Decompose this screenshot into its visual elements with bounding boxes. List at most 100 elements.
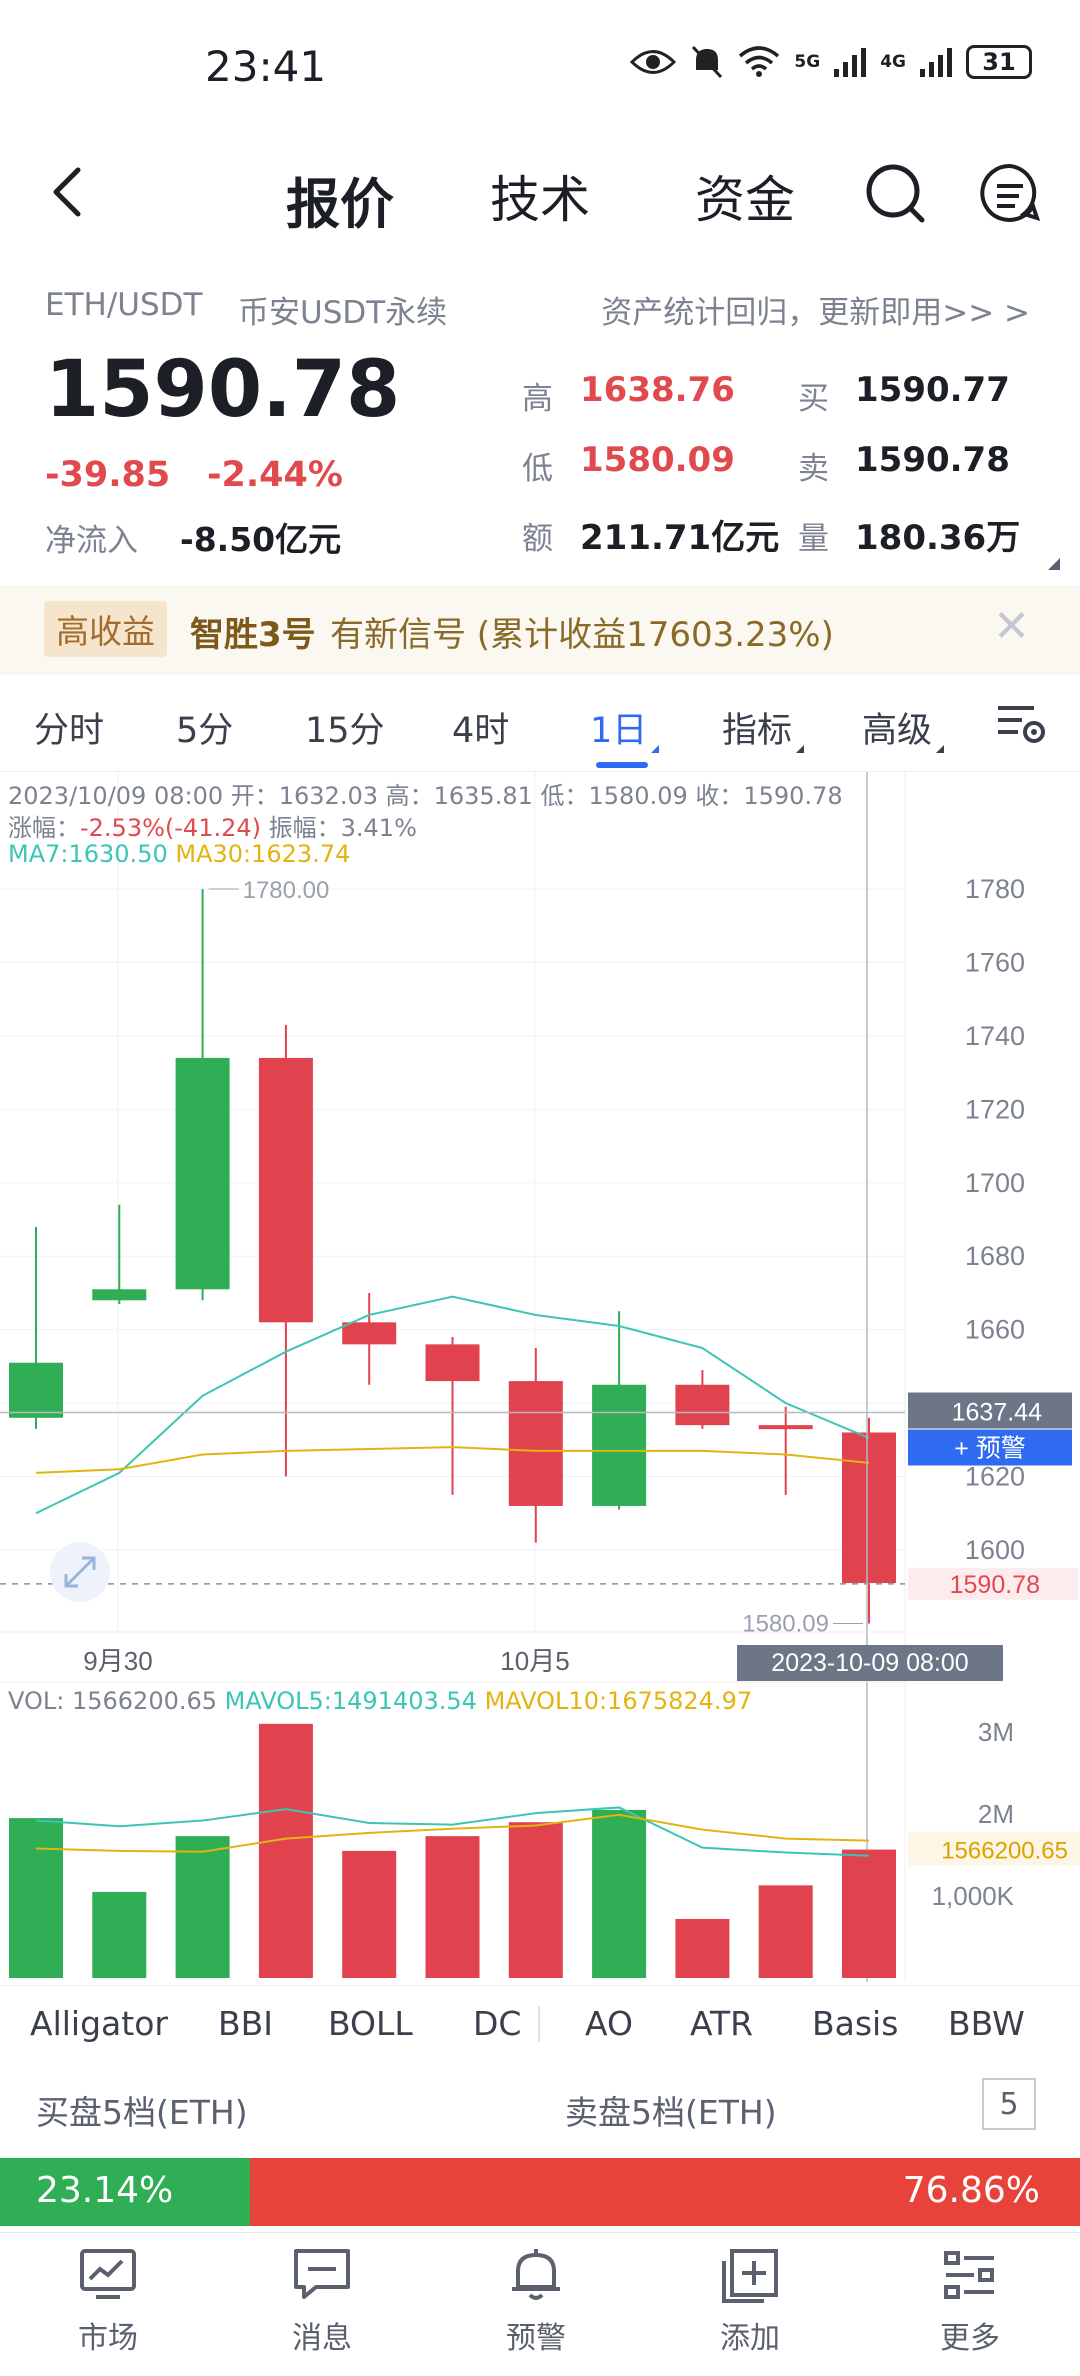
mavol10-line	[35, 1813, 870, 1853]
indicator-atr[interactable]: ATR	[690, 2004, 754, 2043]
ma-info: MA7:1630.50 MA30:1623.74	[8, 840, 350, 868]
ohlc-info: 2023/10/09 08:00 开：1632.03 高：1635.81 低：1…	[8, 782, 843, 810]
low-value: 1580.09	[580, 440, 735, 480]
promo-link[interactable]: 资产统计回归，更新即用>> >	[601, 295, 1030, 331]
tf-1d[interactable]: 1日	[590, 702, 660, 753]
volume-bar	[675, 1918, 730, 1978]
indicator-ao[interactable]: AO	[585, 2004, 633, 2043]
volume-label: 量	[798, 521, 829, 557]
signal-banner[interactable]: 高收益 智胜3号 有新信号 (累计收益17603.23%) ✕	[0, 585, 1080, 675]
bid-levels-label: 买盘5档(ETH)	[36, 2093, 248, 2132]
ma7-value: MA7:1630.50	[8, 840, 168, 868]
search-icon[interactable]	[860, 158, 930, 228]
order-book-summary: 买盘5档(ETH) 卖盘5档(ETH) 5 23.14% 76.86%	[0, 2070, 1080, 2230]
candle-body	[758, 1425, 813, 1430]
high-value: 1638.76	[580, 370, 735, 410]
price-tick-label: 1740	[965, 1021, 1025, 1051]
alert-button[interactable]	[908, 1429, 1072, 1466]
candle-body	[508, 1381, 563, 1506]
volume-bar	[592, 1809, 647, 1978]
amount-label: 额	[522, 521, 553, 557]
back-arrow-icon[interactable]	[40, 162, 100, 222]
volume-bar	[258, 1723, 313, 1978]
buy-value: 1590.77	[855, 370, 1010, 410]
min-price-label: 1580.09	[742, 1610, 829, 1637]
indicator-dc[interactable]: DC	[473, 2004, 522, 2043]
indicator-basis[interactable]: Basis	[812, 2004, 899, 2043]
more-settings-icon	[944, 2251, 994, 2299]
mavol10-value: MAVOL10:1675824.97	[484, 1687, 753, 1715]
chart-canvas[interactable]: 1780176017401720170016801660164016201600…	[0, 772, 1080, 1982]
bell-icon	[512, 2249, 560, 2300]
tab-quote[interactable]: 报价	[286, 173, 394, 236]
depth-selector[interactable]: 5	[982, 2078, 1036, 2130]
change-info-label: 涨幅：	[8, 814, 80, 842]
volume-current-text: 1566200.65	[941, 1838, 1068, 1865]
volume-bar	[842, 1849, 896, 1978]
tf-indicators-label: 指标	[722, 711, 793, 751]
signal-bars-icon	[834, 48, 867, 77]
indicator-divider	[538, 2006, 540, 2042]
price-tick-label: 1760	[965, 947, 1025, 977]
candle-body	[258, 1057, 313, 1323]
crosshair-price-badge	[908, 1392, 1072, 1429]
price-tick-label: 1660	[965, 1315, 1025, 1345]
bottom-market[interactable]: 市场	[38, 2247, 178, 2357]
signal-name: 智胜3号	[190, 615, 316, 655]
x-tick-label: 10月5	[500, 1646, 569, 1676]
crosshair-date-badge	[737, 1645, 1003, 1681]
ma30-value: MA30:1623.74	[175, 840, 351, 868]
volume-bar	[175, 1836, 230, 1978]
kline-chart[interactable]: 1780176017401720170016801660164016201600…	[0, 772, 1080, 1982]
tf-1d-label: 1日	[590, 711, 648, 751]
bottom-alerts-label: 预警	[506, 2321, 566, 2356]
price-tick-label: 1620	[965, 1462, 1025, 1492]
status-bar: 23:41 5G 4G 31	[0, 0, 1080, 140]
tab-funds[interactable]: 资金	[695, 171, 795, 229]
signal-bars-icon-2	[920, 48, 952, 77]
tf-indicators[interactable]: 指标	[722, 702, 805, 753]
indicator-bbi[interactable]: BBI	[218, 2004, 274, 2043]
volume-bar	[425, 1836, 480, 1978]
volume-tick-label: 3M	[978, 1717, 1014, 1747]
price-tick-label: 1680	[965, 1241, 1025, 1271]
sell-label: 卖	[798, 451, 829, 487]
bottom-messages[interactable]: 消息	[252, 2247, 392, 2357]
tf-active-underline	[596, 762, 648, 768]
expand-arrows-icon	[64, 1556, 96, 1588]
chart-settings-icon[interactable]	[996, 700, 1046, 746]
volume-bar	[758, 1885, 813, 1978]
crosshair-date-text: 2023-10-09 08:00	[771, 1649, 968, 1677]
dropdown-triangle-icon	[651, 745, 660, 753]
mavol5-value: MAVOL5:1491403.54	[224, 1687, 477, 1715]
tf-advanced[interactable]: 高级	[862, 702, 945, 753]
tf-4h[interactable]: 4时	[452, 711, 510, 751]
price-tick-label: 1600	[965, 1535, 1025, 1565]
bottom-more[interactable]: 更多	[900, 2247, 1040, 2357]
indicator-boll[interactable]: BOLL	[328, 2004, 413, 2043]
market-name: 币安USDT永续	[238, 295, 448, 331]
expand-corner-icon[interactable]	[1048, 558, 1060, 570]
tf-5min[interactable]: 5分	[176, 711, 234, 751]
tf-15min[interactable]: 15分	[305, 711, 385, 751]
price-tick-label: 1780	[965, 874, 1025, 904]
bottom-add[interactable]: 添加	[680, 2247, 820, 2357]
indicator-bbw[interactable]: BBW	[948, 2004, 1025, 2043]
volume-tick-label: 1,000K	[932, 1881, 1015, 1911]
price-tick-label: 1700	[965, 1168, 1025, 1198]
ma30-line	[35, 1446, 870, 1474]
buy-ratio: 23.14%	[0, 2158, 250, 2226]
alert-button-text: + 预警	[954, 1435, 1026, 1463]
ask-levels-label: 卖盘5档(ETH)	[565, 2093, 777, 2132]
tf-timeshare[interactable]: 分时	[34, 711, 105, 751]
last-price-badge-text: 1590.78	[950, 1571, 1040, 1599]
close-icon[interactable]: ✕	[993, 601, 1030, 652]
last-price-badge	[908, 1567, 1078, 1600]
tab-technical[interactable]: 技术	[490, 171, 590, 229]
indicator-alligator[interactable]: Alligator	[30, 2004, 168, 2043]
bottom-alerts[interactable]: 预警	[466, 2247, 606, 2357]
bottom-add-label: 添加	[720, 2321, 780, 2356]
netflow-value: -8.50亿元	[180, 520, 342, 559]
bottom-more-label: 更多	[940, 2321, 1000, 2356]
chat-menu-icon[interactable]	[975, 158, 1045, 228]
